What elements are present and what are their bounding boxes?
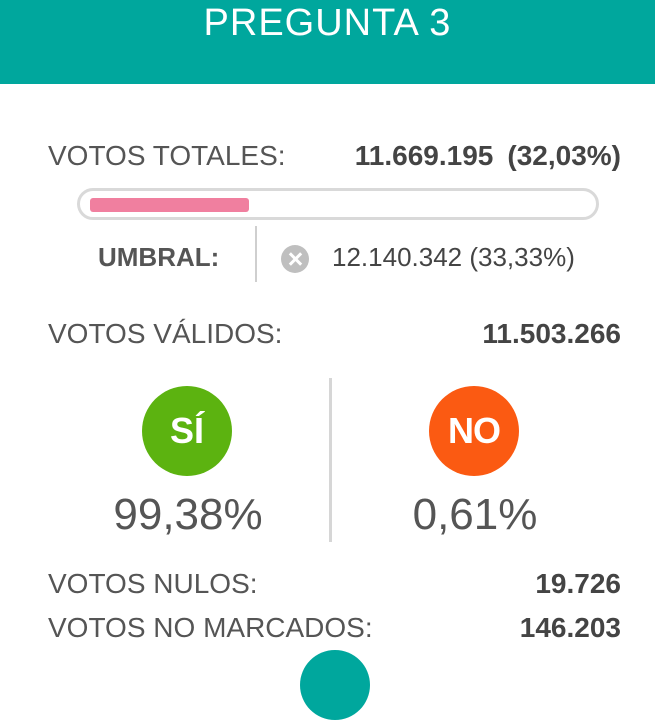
yes-no-divider <box>329 378 332 542</box>
close-circle-icon <box>281 245 309 273</box>
next-section-indicator <box>300 650 370 720</box>
question-header: PREGUNTA 3 <box>0 0 655 84</box>
null-votes-row: VOTOS NULOS: 19.726 <box>48 568 621 600</box>
null-votes-label: VOTOS NULOS: <box>48 568 258 599</box>
null-votes-value: 19.726 <box>535 568 621 599</box>
valid-votes-value: 11.503.266 <box>482 318 621 349</box>
question-title: PREGUNTA 3 <box>203 2 452 44</box>
unmarked-votes-row: VOTOS NO MARCADOS: 146.203 <box>48 612 621 644</box>
no-percent: 0,61% <box>412 490 538 539</box>
unmarked-votes-value: 146.203 <box>519 612 621 643</box>
total-votes-label: VOTOS TOTALES: <box>48 140 286 171</box>
turnout-progress-bar <box>77 188 599 220</box>
yes-percent: 99,38% <box>113 490 263 539</box>
total-votes-row: VOTOS TOTALES: 11.669.195 (32,03%) <box>48 140 621 172</box>
valid-votes-label: VOTOS VÁLIDOS: <box>48 318 283 349</box>
threshold-label: UMBRAL: <box>98 242 220 272</box>
unmarked-votes-label: VOTOS NO MARCADOS: <box>48 612 373 643</box>
total-votes-value: 11.669.195 (32,03%) <box>355 140 621 172</box>
turnout-progress-fill <box>90 198 249 212</box>
threshold-divider <box>255 226 257 282</box>
total-votes-percent: (32,03%) <box>507 140 621 171</box>
no-badge: NO <box>429 386 519 476</box>
yes-badge: SÍ <box>142 386 232 476</box>
valid-votes-row: VOTOS VÁLIDOS: 11.503.266 <box>48 318 621 350</box>
total-votes-count: 11.669.195 <box>354 140 494 171</box>
threshold-value: 12.140.342 (33,33%) <box>332 242 575 272</box>
